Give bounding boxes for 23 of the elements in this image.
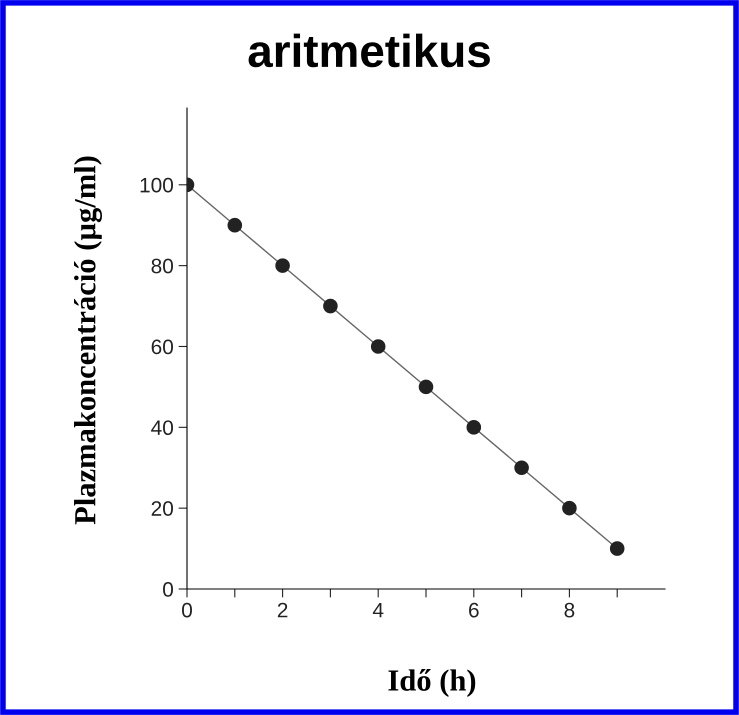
x-tick-label: 4 [372, 602, 384, 618]
point [418, 380, 434, 394]
x-tick-label: 0 [182, 602, 192, 618]
point [466, 420, 482, 435]
chart-title: aritmetikus [248, 34, 490, 68]
y-axis-title: Plazmakoncentráció (µg/ml) [74, 156, 102, 524]
y-tick-label: 20 [152, 501, 173, 516]
y-tick-label: 0 [163, 582, 173, 597]
y-tick-label: 100 [140, 178, 173, 193]
point [370, 339, 386, 354]
y-tick-label: 60 [152, 339, 173, 354]
y-tick-label: 80 [152, 258, 173, 274]
point [514, 460, 529, 476]
point [323, 298, 338, 314]
x-tick-label: 8 [564, 602, 574, 618]
point [228, 218, 242, 232]
point [275, 258, 290, 273]
y-tick-label: 40 [151, 420, 173, 436]
x-tick-label: 6 [469, 602, 479, 618]
point [610, 541, 624, 556]
point [562, 500, 577, 516]
x-tick-label: 2 [278, 602, 288, 618]
x-axis-title: Idő (h) [388, 668, 476, 698]
